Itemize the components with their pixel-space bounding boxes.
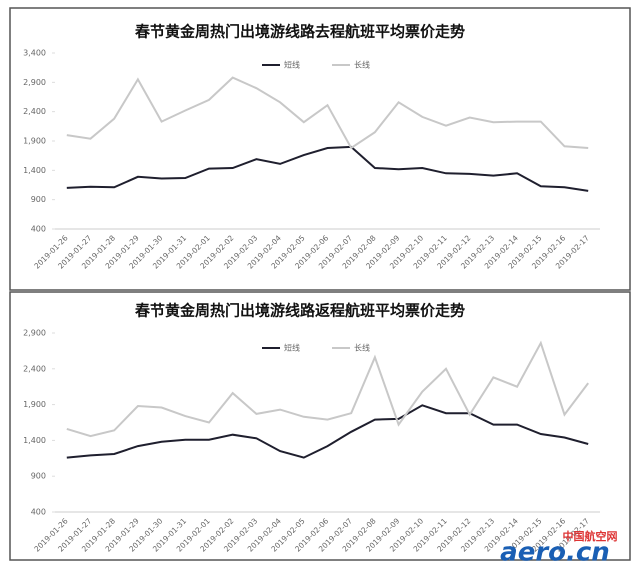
y-tick-label: 2,400 <box>23 107 46 116</box>
y-tick-label: 400 <box>31 225 46 234</box>
watermark-cn: 中国航空网 <box>563 529 618 543</box>
series-line <box>66 76 589 150</box>
y-tick-label: 2,400 <box>23 364 46 373</box>
y-tick-label: 900 <box>31 472 46 481</box>
legend-label: 短线 <box>284 343 300 353</box>
watermark-en: aero.cn <box>500 538 610 568</box>
y-tick-label: 1,400 <box>23 436 46 445</box>
y-tick-label: 2,900 <box>23 329 46 338</box>
chart-title: 春节黄金周热门出境游线路返程航班平均票价走势 <box>135 302 465 320</box>
series-line <box>66 404 589 459</box>
y-tick-label: 1,900 <box>23 137 46 146</box>
series-line <box>66 145 589 192</box>
y-tick-label: 400 <box>31 508 46 517</box>
y-tick-label: 1,400 <box>23 166 46 175</box>
y-tick-label: 1,900 <box>23 400 46 409</box>
y-tick-label: 2,900 <box>23 78 46 87</box>
legend-label: 短线 <box>284 60 300 70</box>
panel-border <box>9 291 631 561</box>
legend-label: 长线 <box>354 60 370 70</box>
chart-title: 春节黄金周热门出境游线路去程航班平均票价走势 <box>135 23 465 41</box>
legend-label: 长线 <box>354 343 370 353</box>
y-tick-label: 3,400 <box>23 49 46 58</box>
series-line <box>66 340 589 438</box>
panel-border <box>9 7 631 291</box>
y-tick-label: 900 <box>31 195 46 204</box>
